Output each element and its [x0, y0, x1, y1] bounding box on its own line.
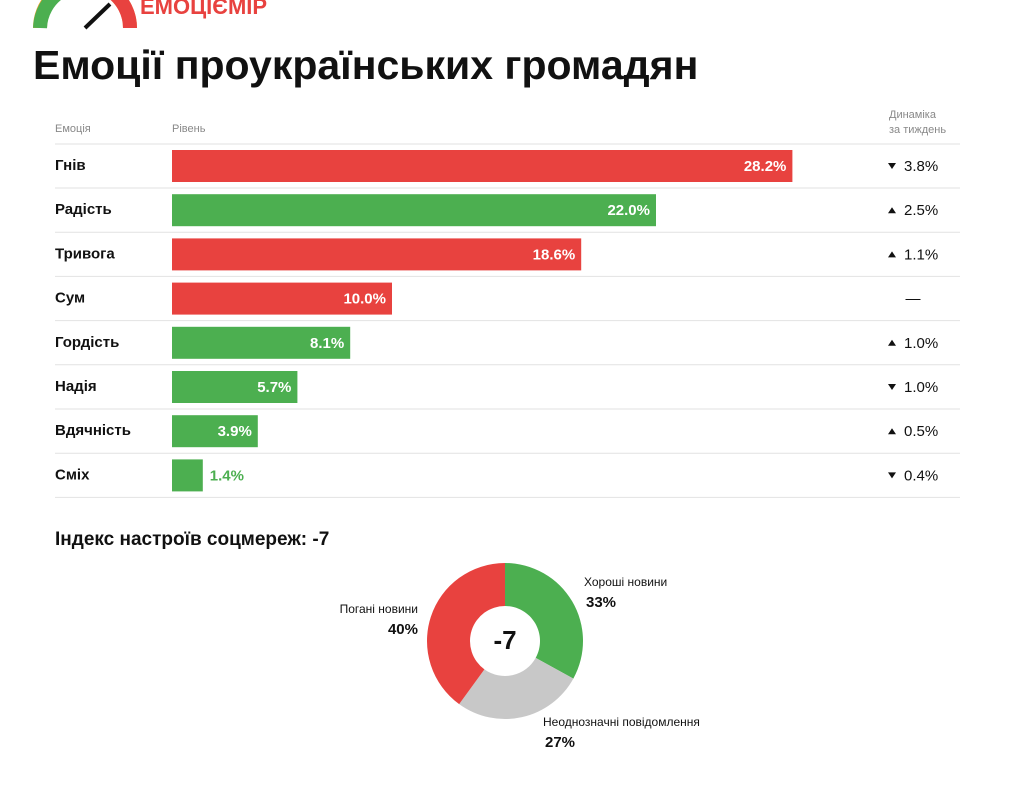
bar	[172, 194, 656, 227]
row-label: Сум	[55, 290, 85, 307]
bar-value-label: 1.4%	[210, 467, 244, 484]
column-header: Емоція	[55, 123, 91, 135]
change-label: 1.0%	[904, 335, 938, 352]
row-label: Гнів	[55, 157, 86, 174]
logo-icon	[33, 0, 137, 30]
bar-value-label: 10.0%	[343, 291, 386, 308]
page-title: Емоції проукраїнських громадян	[33, 42, 698, 88]
bar	[172, 371, 298, 403]
donut-slice	[427, 563, 505, 705]
change-label: 0.5%	[904, 423, 938, 440]
column-header: за тиждень	[889, 124, 946, 136]
change-arrow	[888, 472, 896, 479]
bar-value-label: 5.7%	[257, 379, 291, 396]
change-arrow	[888, 251, 896, 258]
slice-value-label: 40%	[388, 621, 418, 638]
donut-slice	[459, 657, 574, 720]
change-arrow	[888, 163, 896, 169]
change-arrow	[888, 339, 896, 346]
change-label: —	[906, 291, 921, 308]
change-label: 2.5%	[904, 202, 938, 219]
bar	[172, 415, 258, 448]
change-label: 1.0%	[904, 379, 938, 396]
change-arrow	[888, 428, 896, 435]
change-label: 0.4%	[904, 467, 938, 484]
bar-value-label: 18.6%	[533, 246, 576, 263]
change-label: 3.8%	[904, 158, 938, 175]
donut-center-label: -7	[493, 625, 516, 655]
bar-value-label: 3.9%	[218, 423, 252, 440]
bar-value-label: 8.1%	[310, 335, 344, 352]
slice-label: Неоднозначні повідомлення	[543, 715, 700, 729]
bar	[172, 150, 793, 182]
slice-value-label: 27%	[545, 734, 575, 751]
logo-text: ЕМОЦІЄМІР	[140, 0, 267, 19]
slice-label: Погані новини	[340, 602, 418, 616]
bar	[172, 238, 582, 271]
slice-value-label: 33%	[586, 594, 616, 611]
row-label: Сміх	[55, 466, 90, 483]
bar-value-label: 22.0%	[607, 202, 650, 219]
pie-title: Індекс настроїв соцмереж: -7	[55, 529, 329, 550]
row-label: Гордість	[55, 334, 119, 351]
change-label: 1.1%	[904, 246, 938, 263]
bar-value-label: 28.2%	[744, 158, 787, 175]
row-label: Тривога	[55, 245, 115, 262]
row-label: Радість	[55, 201, 112, 218]
slice-label: Хороші новини	[584, 575, 667, 589]
bar	[172, 326, 351, 359]
column-header: Динаміка	[889, 109, 937, 121]
bar	[172, 282, 392, 315]
row-label: Надія	[55, 378, 97, 395]
bar	[172, 459, 203, 492]
column-header: Рівень	[172, 123, 206, 135]
change-arrow	[888, 384, 896, 390]
change-arrow	[888, 207, 896, 214]
row-label: Вдячність	[55, 422, 131, 439]
donut-slice	[505, 563, 583, 679]
